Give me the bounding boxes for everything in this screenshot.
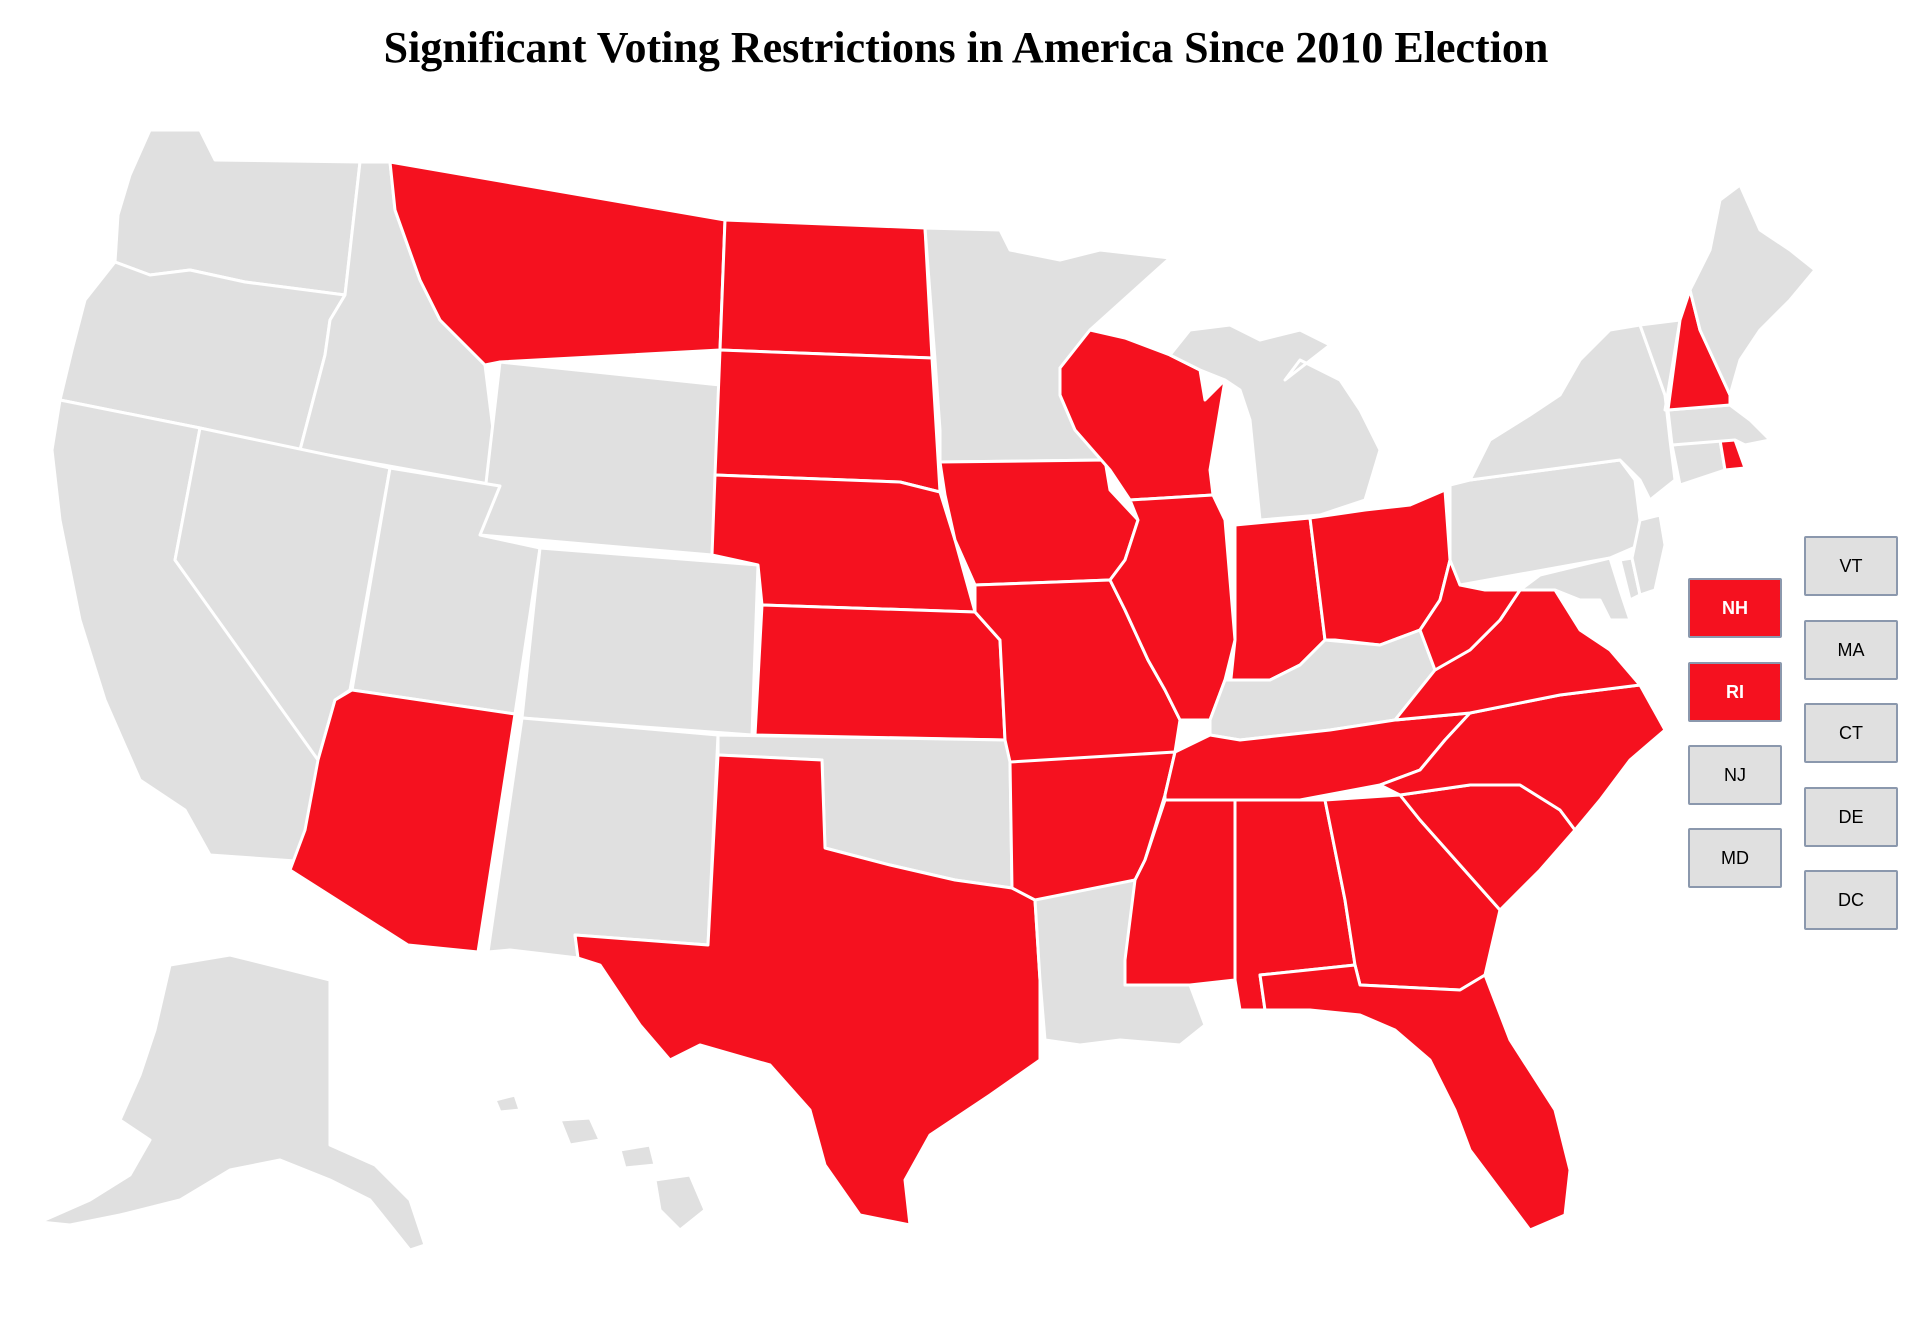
state-ia[interactable] — [938, 458, 1140, 587]
state-il[interactable] — [1108, 493, 1237, 722]
state-wi[interactable] — [1058, 328, 1227, 502]
state-me[interactable] — [1688, 183, 1817, 397]
state-fl[interactable] — [1258, 963, 1572, 1232]
state-tx[interactable] — [573, 753, 1042, 1227]
state-nj[interactable] — [1630, 513, 1667, 597]
state-box-ri[interactable]: RI — [1688, 662, 1782, 722]
state-sd[interactable] — [713, 348, 942, 494]
state-az[interactable] — [288, 688, 517, 954]
state-wv[interactable] — [1418, 558, 1522, 672]
state-box-vt[interactable]: VT — [1804, 536, 1898, 596]
state-hi[interactable] — [493, 1093, 707, 1232]
state-mi[interactable] — [1168, 323, 1382, 522]
state-nm[interactable] — [486, 716, 720, 960]
state-wy[interactable] — [478, 360, 722, 557]
state-box-ct[interactable]: CT — [1804, 703, 1898, 763]
state-wa[interactable] — [113, 128, 362, 297]
state-box-ma[interactable]: MA — [1804, 620, 1898, 680]
state-box-dc[interactable]: DC — [1804, 870, 1898, 930]
state-box-de[interactable]: DE — [1804, 787, 1898, 847]
state-md[interactable] — [1518, 556, 1632, 622]
state-ks[interactable] — [753, 603, 1007, 742]
state-box-md[interactable]: MD — [1688, 828, 1782, 888]
state-nc[interactable] — [1378, 683, 1667, 832]
state-nd[interactable] — [718, 218, 934, 360]
state-co[interactable] — [520, 546, 760, 737]
map-title: Significant Voting Restrictions in Ameri… — [383, 23, 1549, 72]
state-ct[interactable] — [1670, 438, 1727, 487]
state-ma[interactable] — [1666, 403, 1772, 447]
state-box-nh[interactable]: NH — [1688, 578, 1782, 638]
state-box-nj[interactable]: NJ — [1688, 745, 1782, 805]
state-ak[interactable] — [38, 953, 427, 1252]
